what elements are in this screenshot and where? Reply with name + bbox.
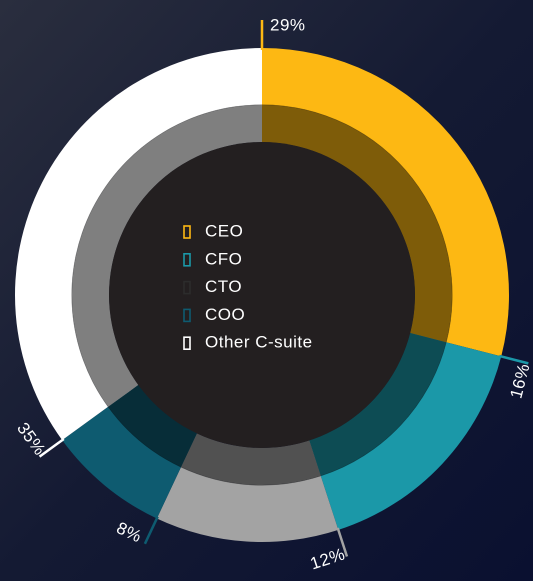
legend-label: Other C-suite	[205, 333, 313, 352]
inner-ring-shade	[107, 384, 197, 468]
donut-segment	[156, 466, 339, 543]
donut-segment	[62, 406, 182, 519]
donut-segment	[262, 48, 510, 357]
inner-ring-shade	[71, 104, 262, 407]
legend-label: COO	[205, 305, 245, 324]
leader-line	[336, 527, 349, 557]
legend-label: CEO	[205, 221, 243, 240]
legend-marker	[183, 280, 191, 295]
donut-center	[109, 142, 415, 448]
legend-marker	[183, 336, 191, 351]
inner-ring-shade	[262, 104, 453, 343]
leader-line	[143, 516, 159, 545]
legend-marker	[183, 308, 191, 323]
leader-line	[498, 354, 529, 365]
donut-segment	[15, 48, 262, 441]
value-label: 29%	[270, 15, 306, 34]
inner-ring-shade	[309, 333, 447, 477]
inner-ring-shade	[180, 433, 321, 486]
donut-segment	[320, 342, 502, 530]
leader-line	[38, 437, 65, 458]
legend-marker	[183, 225, 191, 239]
legend-label: CFO	[205, 249, 242, 268]
legend-marker	[183, 253, 191, 267]
legend-label: CTO	[205, 277, 242, 296]
